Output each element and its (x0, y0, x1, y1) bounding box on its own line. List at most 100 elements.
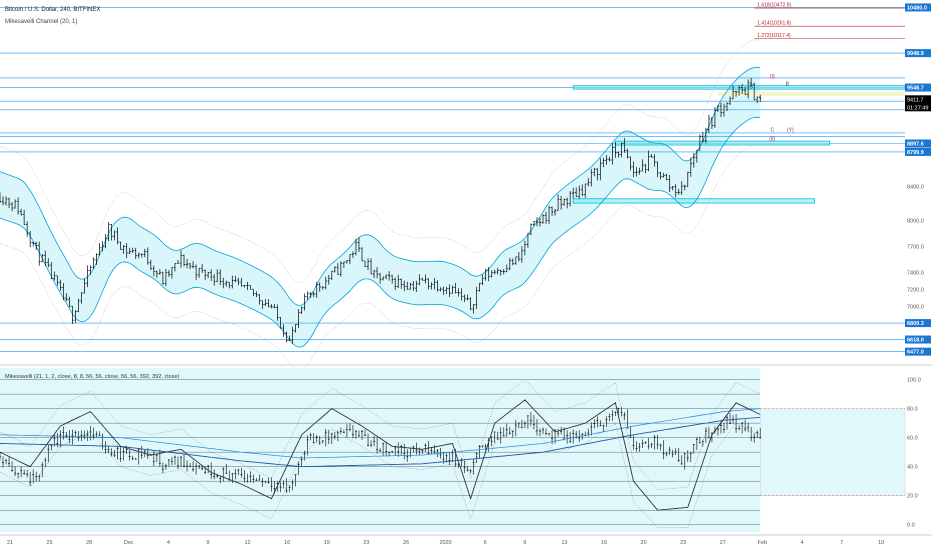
price-tick-6: 8400.0 (907, 184, 924, 190)
osc-bar (593, 419, 596, 429)
candle (508, 257, 512, 271)
candle (493, 269, 496, 275)
osc-bar (71, 429, 74, 445)
candle (324, 276, 327, 290)
candle (351, 251, 355, 259)
osc-bar (526, 415, 529, 429)
candle (629, 156, 632, 171)
price-tick-4: 7700.0 (907, 244, 924, 250)
candle (237, 277, 240, 286)
candle (149, 259, 153, 271)
candle (255, 291, 258, 298)
x-tick-7: 16 (284, 540, 290, 546)
x-tick-15: 16 (601, 540, 607, 546)
osc-bar (674, 448, 677, 456)
osc-tick-3: 60.0 (907, 436, 918, 442)
osc-bar (692, 444, 695, 454)
candle (270, 304, 273, 309)
osc-bar (572, 429, 575, 444)
osc-bar (436, 448, 439, 458)
osc-bar (747, 422, 750, 433)
candle (306, 291, 309, 300)
osc-bar (113, 449, 116, 458)
candle (161, 271, 165, 285)
candle (137, 252, 140, 259)
osc-bar (270, 477, 273, 492)
candle (1, 196, 5, 206)
candle (267, 299, 270, 308)
candle (203, 269, 207, 280)
candle (466, 294, 469, 301)
candle (614, 142, 617, 158)
candle (424, 274, 427, 284)
osc-bar (110, 448, 113, 457)
osc-bar (261, 477, 264, 487)
candle (89, 265, 92, 275)
candle (170, 267, 174, 279)
candle (749, 77, 753, 86)
osc-bar (158, 449, 161, 467)
osc-bar (318, 435, 321, 445)
candle (725, 102, 729, 112)
candle (291, 326, 294, 344)
countdown-text: 01:27:49 (907, 105, 928, 111)
candle (415, 280, 418, 293)
osc-fill-right (759, 408, 906, 496)
osc-bar (379, 448, 382, 453)
candle (734, 90, 738, 97)
candle (445, 286, 448, 294)
osc-bar (216, 474, 219, 479)
candle (659, 171, 662, 180)
candle (752, 82, 756, 101)
candle (212, 274, 216, 286)
candle (7, 197, 11, 209)
candle (544, 211, 548, 224)
osc-bar (294, 474, 297, 487)
candle (13, 199, 17, 209)
osc-bar (246, 473, 249, 483)
candle (276, 304, 279, 321)
osc-bar (20, 466, 23, 478)
candle (243, 284, 246, 288)
osc-bar (107, 445, 110, 454)
osc-bar (288, 484, 291, 493)
osc-bar (339, 427, 342, 434)
candle (556, 194, 560, 211)
osc-slow-line-2 (0, 408, 761, 459)
candle (701, 132, 705, 143)
candle (562, 198, 566, 206)
osc-bar (566, 430, 569, 444)
osc-bar (92, 427, 95, 440)
osc-bar (614, 411, 617, 417)
candle (53, 271, 56, 281)
candle (110, 224, 113, 241)
osc-bar (493, 431, 496, 443)
candle (746, 79, 750, 99)
candle (605, 155, 608, 165)
osc-bar (451, 449, 454, 463)
osc-bar (638, 442, 641, 452)
osc-bar (8, 456, 11, 467)
candle (28, 230, 32, 248)
candle (363, 260, 367, 268)
osc-bar (282, 480, 285, 489)
candle (342, 261, 346, 268)
osc-bar (0, 452, 1, 461)
osc-bar (602, 424, 605, 432)
osc-bar (225, 463, 228, 474)
osc-bar (17, 472, 20, 479)
osc-bar (255, 478, 258, 481)
level-badge-text-3: 8897.6 (907, 142, 924, 148)
candle (258, 293, 261, 305)
candle (297, 309, 300, 329)
candle (547, 205, 551, 224)
candle (487, 266, 490, 282)
osc-bar (164, 463, 167, 470)
candle (599, 158, 602, 181)
candle (710, 116, 714, 129)
candle (668, 174, 671, 193)
osc-bar (35, 471, 38, 482)
candle (38, 241, 41, 266)
